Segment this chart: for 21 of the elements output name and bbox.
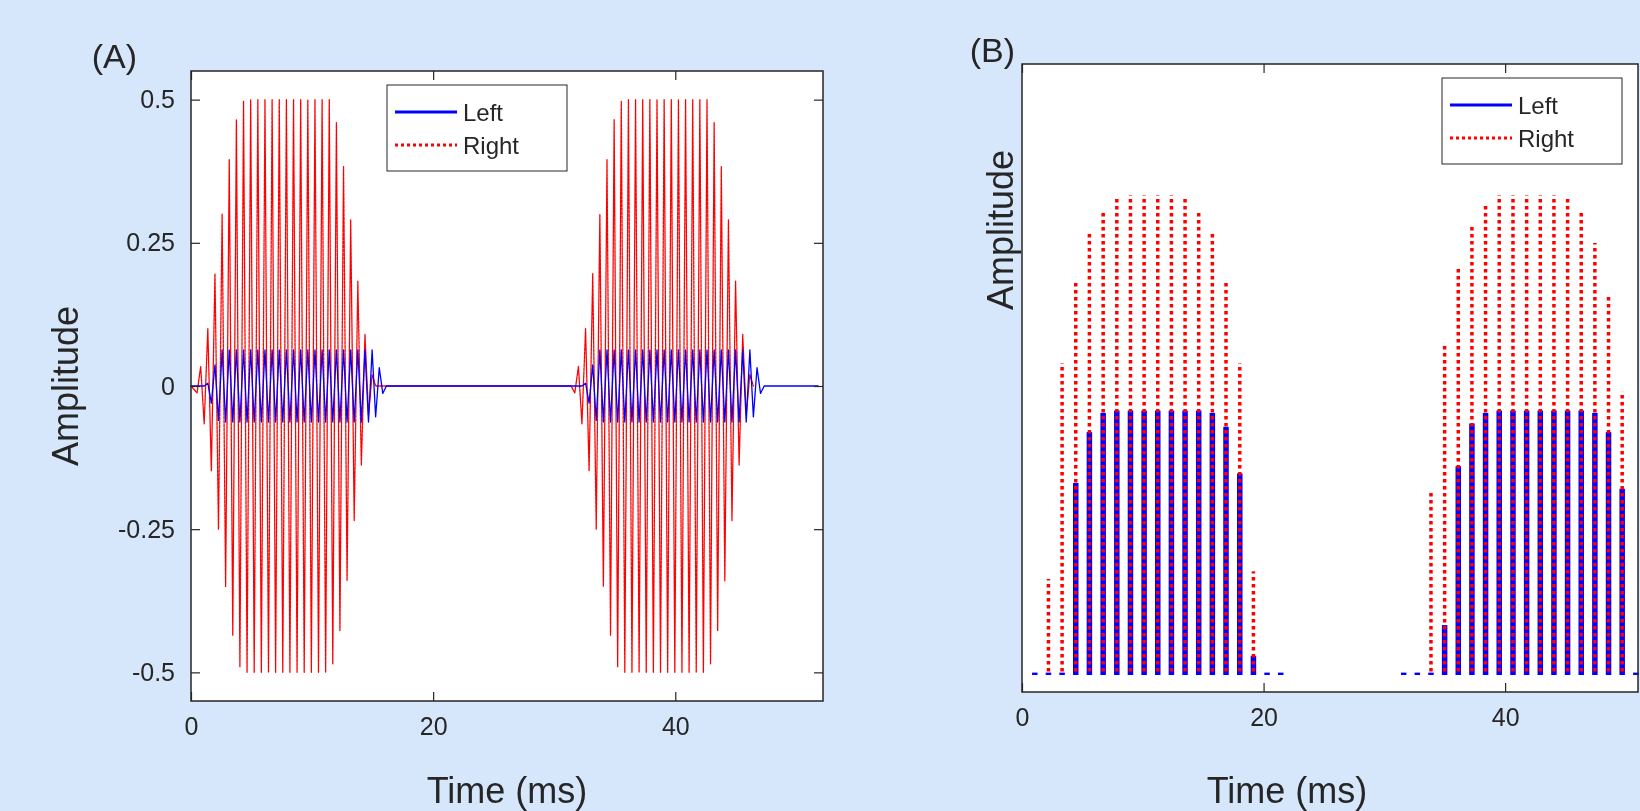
x-tick-label: 20 xyxy=(1250,702,1278,731)
y-tick-label: 0 xyxy=(161,371,175,400)
y-tick-label: -0.25 xyxy=(118,514,175,543)
x-tick-label: 20 xyxy=(419,711,448,740)
legend-label: Left xyxy=(463,98,504,126)
chart-title: (A) xyxy=(91,37,137,75)
x-axis-title: Time (ms) xyxy=(1206,770,1368,811)
y-tick-label: 0.5 xyxy=(140,85,175,114)
series-label: Right xyxy=(1518,124,1575,152)
y-tick-label: -0.5 xyxy=(131,657,175,686)
legend-label: Left xyxy=(1518,91,1559,119)
x-tick-label: 40 xyxy=(661,711,690,740)
x-tick-label: 0 xyxy=(184,711,199,740)
x-tick-label: 40 xyxy=(1491,702,1520,731)
x-axis-title: Time (ms) xyxy=(426,770,588,811)
y-tick-label: 0.25 xyxy=(126,228,175,257)
y-axis-title: Amplitude xyxy=(44,305,86,467)
x-tick-label: 0 xyxy=(1015,702,1030,731)
legend-label: Right xyxy=(463,131,520,159)
y-axis-title: Amplitude xyxy=(979,149,1021,311)
chart-title: (B) xyxy=(969,31,1015,69)
